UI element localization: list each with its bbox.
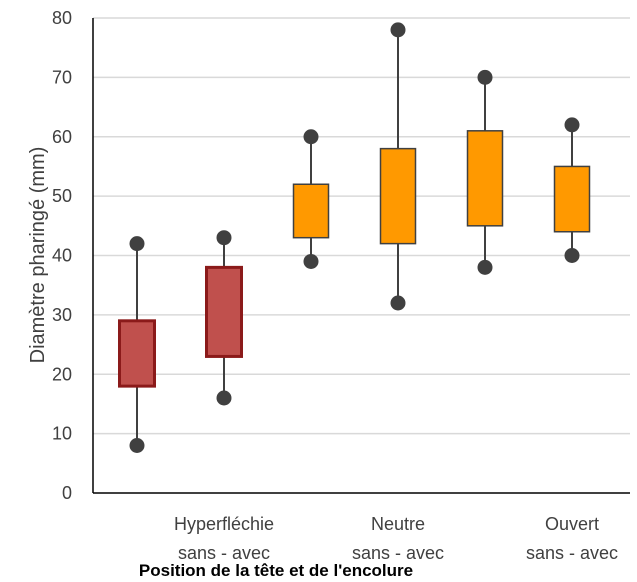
- y-tick-labels: 0 10 20 30 40 50 60 70 80: [52, 8, 72, 503]
- y-tick-label: 10: [52, 424, 72, 444]
- y-tick-label: 0: [62, 483, 72, 503]
- box-iqr: [466, 130, 504, 227]
- y-tick-label: 70: [52, 67, 72, 87]
- category-label: Hyperfléchie: [174, 514, 274, 534]
- min-point: [303, 253, 319, 269]
- max-point: [390, 22, 406, 38]
- box-6: [553, 117, 591, 263]
- axes: [92, 18, 630, 494]
- y-tick-label: 30: [52, 305, 72, 325]
- min-point: [477, 259, 493, 275]
- y-tick-label: 60: [52, 127, 72, 147]
- max-point: [477, 69, 493, 85]
- box-4: [379, 22, 417, 311]
- box-2: [205, 230, 243, 406]
- category-label: Neutre: [371, 514, 425, 534]
- max-point: [216, 230, 232, 246]
- category-sublabel: sans - avec: [352, 543, 444, 563]
- y-axis-label: Diamètre pharingé (mm): [27, 147, 49, 364]
- min-point: [564, 248, 580, 263]
- box-iqr: [553, 165, 591, 233]
- y-tick-label: 50: [52, 186, 72, 206]
- min-point: [216, 390, 232, 406]
- y-tick-label: 40: [52, 246, 72, 266]
- max-point: [564, 117, 580, 133]
- boxes: [118, 22, 591, 453]
- min-point: [129, 438, 145, 453]
- box-3: [292, 129, 330, 269]
- category-sublabel: sans - avec: [526, 543, 618, 563]
- box-iqr: [118, 319, 156, 388]
- category-labels: Hyperfléchie sans - avec Neutre sans - avec…: [174, 514, 618, 563]
- max-point: [129, 236, 145, 252]
- min-point: [390, 295, 406, 311]
- box-1: [118, 236, 156, 453]
- max-point: [303, 129, 319, 145]
- gridlines: [93, 17, 630, 435]
- category-sublabel: sans - avec: [178, 543, 270, 563]
- box-iqr: [379, 147, 417, 245]
- x-axis-label: Position de la tête et de l'encolure: [139, 561, 413, 580]
- box-5: [466, 69, 504, 275]
- box-iqr: [292, 183, 330, 239]
- box-iqr: [205, 265, 243, 358]
- category-label: Ouvert: [545, 514, 599, 534]
- y-tick-label: 80: [52, 8, 72, 28]
- y-tick-label: 20: [52, 364, 72, 384]
